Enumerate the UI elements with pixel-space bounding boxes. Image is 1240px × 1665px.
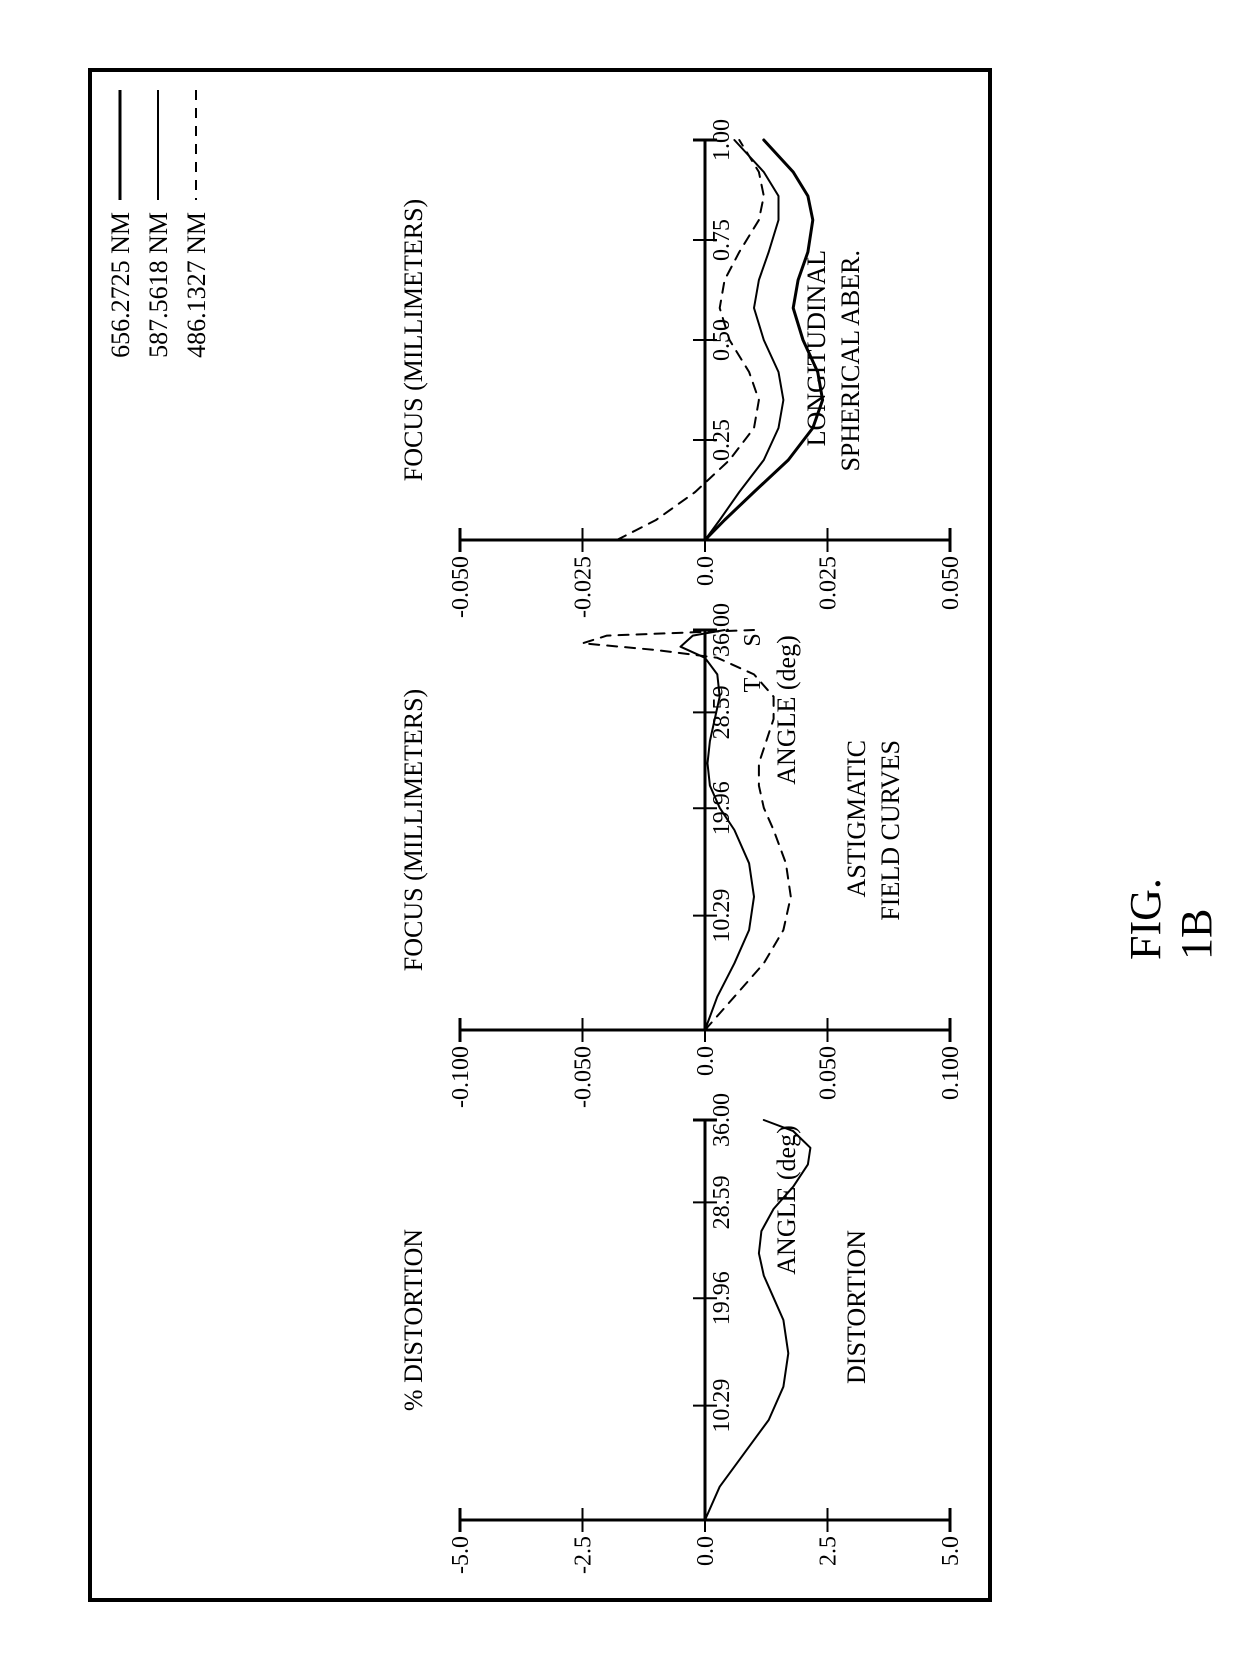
astigmatic-x-tick-label: -0.100 — [448, 1046, 474, 1108]
figure-canvas: 656.2725 NM 587.5618 NM 486.1327 NM 0.25 0.5… — [0, 0, 1240, 1665]
spherical-y-tick-label: 1.00 — [709, 119, 735, 161]
legend-label: 486.1327 NM — [182, 212, 211, 358]
distortion-x-tick-label: -2.5 — [571, 1536, 597, 1574]
spherical-x-tick-label: 0.050 — [938, 556, 964, 610]
astigmatic-title: FIELD CURVES — [876, 740, 905, 921]
distortion-y-tick-label: 10.29 — [709, 1379, 735, 1433]
page: 656.2725 NM 587.5618 NM 486.1327 NM 0.25 0.5… — [0, 0, 1240, 1665]
distortion-x-tick-label: 0.0 — [693, 1536, 719, 1566]
astigmatic-x-tick-label: 0.100 — [938, 1046, 964, 1100]
distortion-x-tick-label: 2.5 — [816, 1536, 842, 1566]
distortion-title: DISTORTION — [842, 1230, 871, 1384]
spherical-series-486 — [617, 140, 764, 540]
distortion-y-axis-label: ANGLE (deg) — [772, 1125, 801, 1274]
astigmatic-y-axis-label: ANGLE (deg) — [772, 635, 801, 784]
spherical-y-tick-label: 0.75 — [709, 219, 735, 261]
astigmatic-x-axis-label: FOCUS (MILLIMETERS) — [399, 689, 428, 971]
distortion-x-tick-label: 5.0 — [938, 1536, 964, 1566]
figure-label: FIG. 1B — [1120, 840, 1222, 960]
astigmatic-title: ASTIGMATIC — [842, 740, 871, 897]
legend-label: 656.2725 NM — [106, 212, 135, 358]
astigmatic-x-tick-label: 0.0 — [693, 1046, 719, 1076]
spherical-x-axis-label: FOCUS (MILLIMETERS) — [399, 199, 428, 481]
spherical-x-tick-label: 0.0 — [693, 556, 719, 586]
legend-label: 587.5618 NM — [144, 212, 173, 358]
spherical-y-tick-label: 0.50 — [709, 319, 735, 361]
spherical-x-tick-label: -0.025 — [571, 556, 597, 618]
distortion-y-tick-label: 19.96 — [709, 1271, 735, 1325]
astigmatic-x-tick-label: -0.050 — [571, 1046, 597, 1108]
astigmatic-y-tick-label: 10.29 — [709, 889, 735, 943]
astigmatic-x-tick-label: 0.050 — [816, 1046, 842, 1100]
distortion-x-axis-label: % DISTORTION — [399, 1229, 428, 1411]
spherical-title: SPHERICAL ABER. — [836, 250, 865, 472]
astigmatic-curve-label-s: S — [740, 633, 766, 646]
distortion-y-tick-label: 28.59 — [709, 1175, 735, 1229]
spherical-x-tick-label: -0.050 — [448, 556, 474, 618]
spherical-y-tick-label: 0.25 — [709, 419, 735, 461]
distortion-y-tick-label: 36.00 — [709, 1093, 735, 1147]
spherical-x-tick-label: 0.025 — [816, 556, 842, 610]
astigmatic-y-tick-label: 19.96 — [709, 781, 735, 835]
distortion-x-tick-label: -5.0 — [448, 1536, 474, 1574]
